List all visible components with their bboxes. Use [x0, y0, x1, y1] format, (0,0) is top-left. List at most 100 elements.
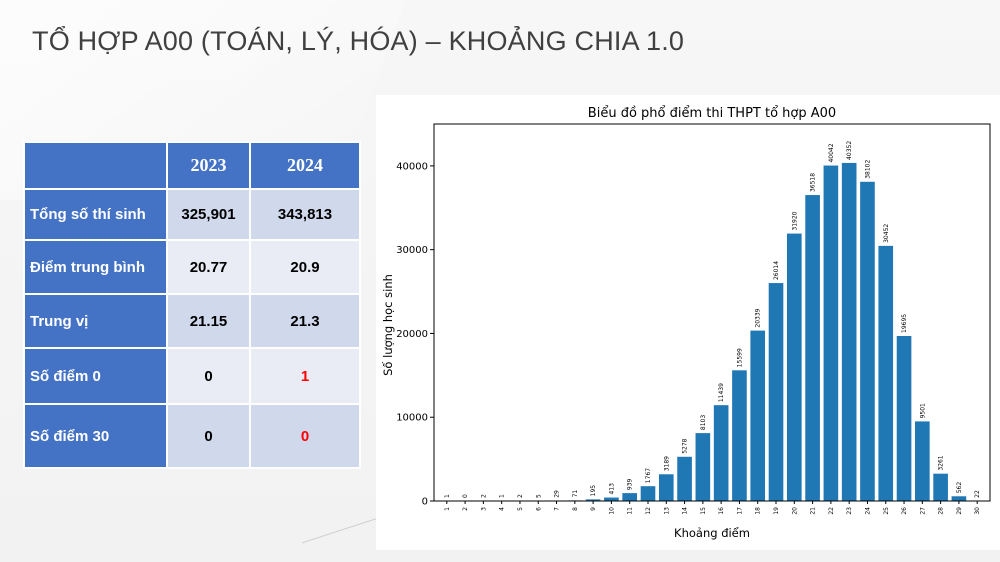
bar-data-label: 5	[535, 494, 542, 498]
cell-2024: 21.3	[249, 293, 361, 349]
x-tick-label: 30	[974, 507, 981, 515]
chart-bar	[695, 433, 711, 501]
y-tick-label: 10000	[396, 413, 428, 424]
chart-bar	[951, 496, 967, 501]
chart-bar	[823, 165, 839, 501]
x-tick-label: 28	[938, 507, 945, 515]
score-distribution-chart: Biểu đồ phổ điểm thi THPT tổ hợp A00 Kho…	[381, 106, 991, 540]
y-tick-label: 20000	[396, 329, 428, 340]
row-label: Số điểm 0	[23, 347, 168, 405]
row-label: Điểm trung bình	[23, 239, 168, 295]
table-header-corner	[23, 141, 168, 190]
chart-bar	[915, 421, 930, 501]
x-tick-label: 25	[883, 507, 890, 515]
table-header-2024: 2024	[249, 141, 361, 190]
cell-2024-highlight: 0	[249, 403, 361, 469]
x-tick-label: 26	[901, 507, 908, 515]
table-row-thirty-scores: Số điểm 30 0 0	[23, 403, 361, 469]
slide-title: TỔ HỢP A00 (TOÁN, LÝ, HÓA) – KHOẢNG CHIA…	[32, 26, 685, 56]
bar-data-label: 413	[608, 483, 615, 495]
y-tick-label: 0	[422, 497, 428, 508]
bar-data-label: 0	[462, 494, 469, 498]
bar-data-label: 26014	[773, 261, 780, 280]
bar-data-label: 71	[572, 490, 579, 498]
x-tick-label: 10	[608, 507, 615, 515]
bar-data-label: 939	[627, 478, 634, 490]
bar-data-label: 8103	[700, 415, 707, 430]
x-tick-label: 3	[480, 507, 487, 511]
x-tick-label: 1	[444, 507, 451, 511]
x-tick-label: 14	[682, 507, 689, 515]
chart-bar	[622, 493, 638, 501]
cell-2024: 343,813	[249, 188, 361, 241]
x-tick-label: 18	[755, 507, 762, 515]
bar-data-label: 19695	[901, 314, 908, 333]
chart-bar	[658, 474, 674, 501]
bar-data-label: 9501	[919, 403, 926, 418]
table-row-median: Trung vị 21.15 21.3	[23, 293, 361, 349]
chart-bar	[768, 283, 784, 501]
bar-data-label: 38102	[864, 160, 871, 179]
chart-title: Biểu đồ phổ điểm thi THPT tổ hợp A00	[588, 106, 836, 121]
chart-bar	[878, 245, 894, 501]
chart-bar	[640, 486, 656, 501]
table-header-2023: 2023	[166, 141, 251, 190]
x-tick-label: 13	[663, 507, 670, 515]
bar-data-label: 1	[499, 494, 506, 498]
bar-data-label: 562	[956, 482, 963, 494]
bar-data-label: 40352	[846, 141, 853, 160]
bar-data-label: 2	[517, 494, 524, 498]
x-tick-label: 19	[773, 507, 780, 515]
x-tick-label: 9	[590, 507, 597, 511]
chart-bar	[841, 162, 857, 501]
cell-2024-highlight: 1	[249, 347, 361, 405]
chart-bar	[860, 181, 875, 501]
stats-table: 2023 2024 Tổng số thí sinh 325,901 343,8…	[23, 141, 361, 469]
y-axis-label: Số lượng học sinh	[381, 274, 395, 376]
table-header-row: 2023 2024	[23, 141, 361, 190]
chart-bar	[604, 497, 619, 501]
table-row-total-candidates: Tổng số thí sinh 325,901 343,813	[23, 188, 361, 241]
table-row-zero-scores: Số điểm 0 0 1	[23, 347, 361, 405]
bar-data-label: 20339	[755, 308, 762, 327]
plot-frame	[433, 123, 991, 502]
x-tick-label: 23	[846, 507, 853, 515]
cell-2024: 20.9	[249, 239, 361, 295]
cell-2023: 21.15	[166, 293, 251, 349]
x-axis-label: Khoảng điểm	[674, 526, 750, 540]
x-tick-label: 4	[499, 507, 506, 511]
row-label: Số điểm 30	[23, 403, 168, 469]
cell-2023: 325,901	[166, 188, 251, 241]
x-tick-label: 5	[517, 507, 524, 511]
bar-data-label: 1767	[645, 468, 652, 483]
chart-bar	[805, 195, 820, 501]
cell-2023: 0	[166, 403, 251, 469]
x-tick-label: 16	[718, 507, 725, 515]
x-tick-label: 7	[554, 507, 561, 511]
bar-data-label: 29	[554, 490, 561, 498]
chart-bar	[732, 370, 747, 501]
x-tick-label: 24	[864, 507, 871, 515]
bar-data-label: 11439	[718, 383, 725, 402]
y-tick-label: 40000	[396, 161, 428, 172]
x-tick-label: 27	[919, 507, 926, 515]
chart-bar	[896, 335, 912, 501]
bar-data-label: 31920	[791, 211, 798, 230]
bar-data-label: 30452	[883, 224, 890, 243]
row-label: Tổng số thí sinh	[23, 188, 168, 241]
chart-bar	[750, 330, 766, 501]
bar-data-label: 5278	[682, 438, 689, 453]
x-tick-label: 15	[700, 507, 707, 515]
x-tick-label: 8	[572, 507, 579, 511]
x-tick-label: 17	[736, 507, 743, 515]
x-tick-label: 21	[810, 507, 817, 515]
bar-data-label: 36518	[810, 173, 817, 192]
chart-bar	[786, 233, 802, 501]
chart-panel: Biểu đồ phổ điểm thi THPT tổ hợp A00 Kho…	[376, 95, 1000, 550]
bar-data-label: 1	[444, 494, 451, 498]
row-label: Trung vị	[23, 293, 168, 349]
bar-data-label: 15599	[736, 348, 743, 367]
table-row-average-score: Điểm trung bình 20.77 20.9	[23, 239, 361, 295]
cell-2023: 0	[166, 347, 251, 405]
bar-data-label: 40042	[828, 143, 835, 162]
